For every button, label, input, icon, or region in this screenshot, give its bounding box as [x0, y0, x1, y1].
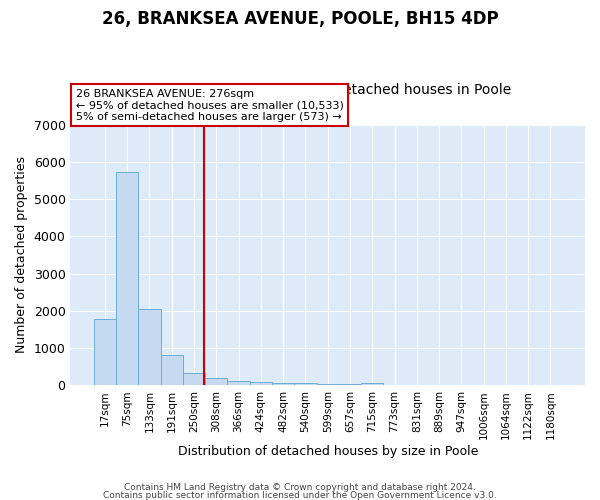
Bar: [339, 384, 361, 386]
Bar: [94, 319, 116, 386]
Bar: [161, 355, 183, 386]
Bar: [183, 372, 205, 386]
X-axis label: Distribution of detached houses by size in Poole: Distribution of detached houses by size …: [178, 444, 478, 458]
Bar: [272, 382, 294, 386]
Bar: [361, 383, 383, 386]
Bar: [227, 381, 250, 386]
Text: 26, BRANKSEA AVENUE, POOLE, BH15 4DP: 26, BRANKSEA AVENUE, POOLE, BH15 4DP: [101, 10, 499, 28]
Bar: [139, 308, 161, 386]
Text: 26 BRANKSEA AVENUE: 276sqm
← 95% of detached houses are smaller (10,533)
5% of s: 26 BRANKSEA AVENUE: 276sqm ← 95% of deta…: [76, 88, 343, 122]
Y-axis label: Number of detached properties: Number of detached properties: [15, 156, 28, 354]
Bar: [317, 384, 339, 386]
Text: Contains public sector information licensed under the Open Government Licence v3: Contains public sector information licen…: [103, 490, 497, 500]
Bar: [250, 382, 272, 386]
Bar: [116, 172, 139, 386]
Title: Size of property relative to detached houses in Poole: Size of property relative to detached ho…: [144, 83, 511, 97]
Bar: [205, 378, 227, 386]
Bar: [294, 384, 317, 386]
Text: Contains HM Land Registry data © Crown copyright and database right 2024.: Contains HM Land Registry data © Crown c…: [124, 484, 476, 492]
